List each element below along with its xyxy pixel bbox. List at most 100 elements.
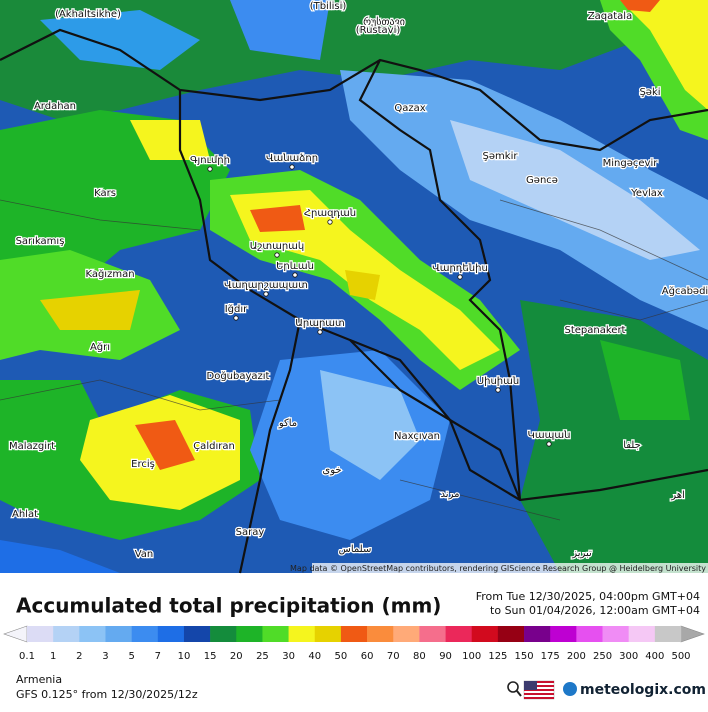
place-label: Կապան [528,430,571,441]
place-dot [233,315,239,321]
place-label: Zaqatala [588,11,632,22]
title: Accumulated total precipitation (mm) [16,594,441,618]
place-label: Qazax [394,103,425,114]
colorbar-label: 25 [256,651,269,662]
time-to: to Sun 01/04/2026, 12:00am GMT+04 [490,604,700,617]
place-label: تبریز [571,548,592,559]
place-dot [546,441,552,447]
colorbar-swatch [340,626,368,642]
colorbar-arrow-left [3,625,28,643]
place-label: რუსთავი [363,16,405,28]
colorbar-label: 7 [155,651,161,662]
colorbar-label: 500 [671,651,690,662]
place-label: Naxçıvan [394,431,440,442]
time-from: From Tue 12/30/2025, 04:00pm GMT+04 [476,590,700,603]
colorbar-swatch [445,626,473,642]
colorbar-swatch [550,626,577,642]
place-label: Stepanakert [565,325,626,336]
colorbar-label: 15 [204,651,217,662]
place-label: Ardahan [34,101,76,112]
place-label: (Rustavi) [356,25,401,36]
colorbar-swatch [367,626,394,642]
place-dot [274,252,280,258]
place-dot [327,219,333,225]
place-label: Kars [94,188,116,199]
place-dot [289,164,295,170]
colorbar-swatch [288,626,316,642]
colorbar-label: 80 [413,651,426,662]
colorbar-swatch [53,626,80,642]
colorbar-swatch [576,626,603,642]
colorbar-swatch [131,626,159,642]
colorbar-swatch [210,626,237,642]
region: Armenia [16,673,62,686]
place-label: سلماس [339,544,372,555]
place-dot [317,329,323,335]
place-label: Kağızman [85,268,134,280]
colorbar-swatch [497,626,525,642]
place-label: Ağrı [90,341,110,353]
colorbar-swatch [79,626,106,642]
place-label: Gəncə [526,175,558,186]
place-dot [457,274,463,280]
colorbar-label: 90 [439,651,452,662]
colorbar-swatch [393,626,420,642]
colorbar-label: 60 [361,651,374,662]
place-label: Çaldıran [193,441,235,452]
place-label: Վարդենիս [432,263,488,274]
colorbar-swatch [602,626,629,642]
colorbar-label: 20 [230,651,243,662]
colorbar-label: 100 [462,651,481,662]
place-label: Yevlax [630,188,663,199]
colorbar-label: 300 [619,651,638,662]
place-label: Երևան [276,261,314,272]
colorbar-swatch [27,626,54,642]
colorbar-label: 3 [102,651,108,662]
colorbar-swatch [419,626,446,642]
colorbar-swatch [314,626,342,642]
colorbar-swatch [471,626,499,642]
colorbar-label: 2 [76,651,82,662]
colorbar-label: 0.1 [19,651,35,662]
place-label: Şəmkir [483,151,519,162]
place-label: Ağcabədi [662,285,708,297]
map: Map data © OpenStreetMap contributors, r… [0,0,708,574]
place-label: Հրազդան [304,208,356,219]
colorbar-label: 200 [567,651,586,662]
place-dot [263,291,269,297]
place-label: Saray [236,527,265,538]
colorbar-swatch [183,626,211,642]
place-label: Գյումրի [190,155,230,166]
place-label: اهر [670,490,685,501]
place-label: ماکو [278,418,297,429]
flag-icon[interactable] [523,680,555,700]
place-label: Ahlat [12,509,38,520]
place-label: مرند [441,489,460,500]
place-label: Sarıkamış [16,236,65,247]
attribution: Map data © OpenStreetMap contributors, r… [290,564,706,573]
place-label: Mingəçevir [603,158,659,169]
colorbar-label: 40 [308,651,321,662]
place-label: Erciş [131,459,155,470]
colorbar-label: 400 [645,651,664,662]
colorbar-label: 5 [128,651,134,662]
place-label: Doğubayazıt [207,370,270,382]
place-label: Արարատ [295,318,345,329]
place-label: Iğdır [225,303,248,315]
colorbar-swatch [654,626,682,642]
colorbar-swatch [524,626,551,642]
colorbar-label: 50 [335,651,348,662]
model-run: GFS 0.125° from 12/30/2025/12z [16,688,198,701]
place-label: Աշտարակ [250,241,305,252]
colorbar-label: 30 [282,651,295,662]
place-label: خوی [322,465,341,476]
brand: meteologix.com [580,682,706,698]
zoom-icon[interactable] [507,681,522,697]
place-label: Սիսիան [477,376,519,387]
place-label: Şəki [639,87,660,98]
place-label: Վաղարշապատ [224,280,308,291]
colorbar-swatch [628,626,656,642]
colorbar-label: 125 [488,651,507,662]
place-label: (Tbilisi) [310,1,347,12]
colorbar-label: 150 [514,651,533,662]
